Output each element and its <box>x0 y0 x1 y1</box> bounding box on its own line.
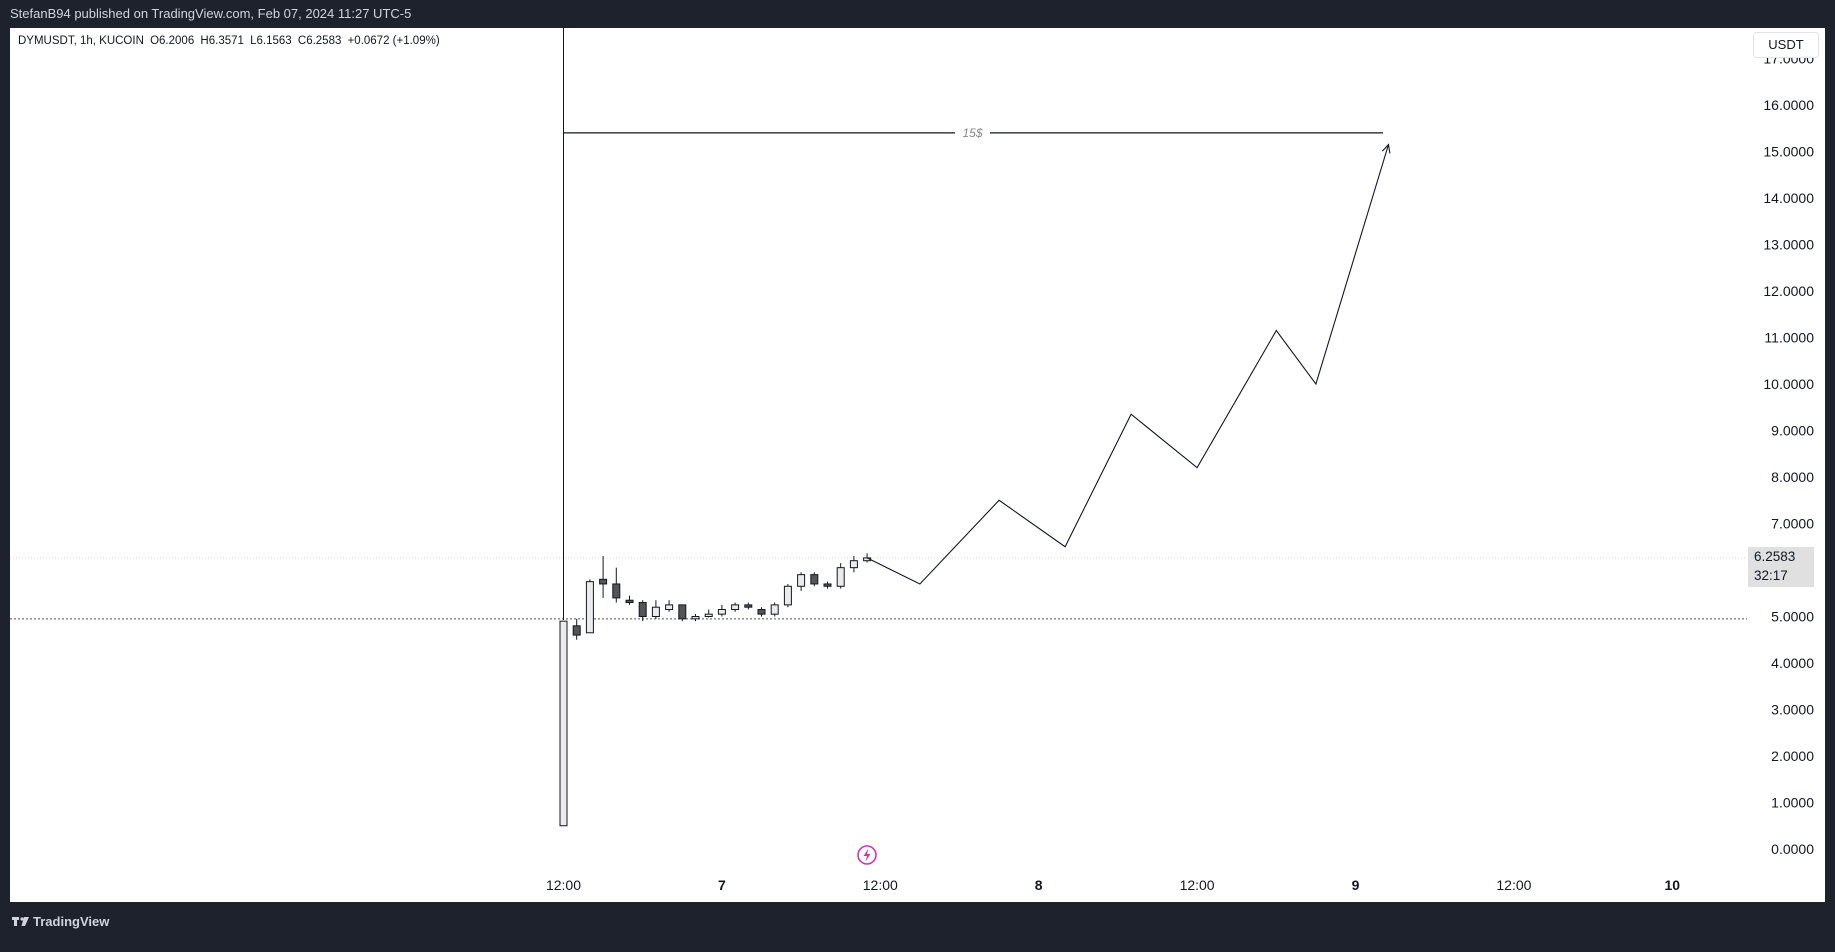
candle-body <box>612 583 621 599</box>
legend-change: +0.0672 (+1.09%) <box>347 35 440 47</box>
legend-symbol[interactable]: DYMUSDT, 1h, KUCOIN <box>18 35 144 47</box>
candle-body <box>744 604 753 608</box>
publish-header-text: StefanB94 published on TradingView.com, … <box>10 6 412 21</box>
target-label: 15$ <box>962 126 982 140</box>
y-tick-label: 8.0000 <box>1771 469 1814 485</box>
bar-countdown: 32:17 <box>1754 568 1788 583</box>
x-tick-label: 8 <box>1035 877 1043 893</box>
y-tick-label: 13.0000 <box>1763 237 1814 253</box>
y-tick-label: 11.0000 <box>1764 330 1814 346</box>
last-price-tag: 6.2583 32:17 <box>1748 547 1814 587</box>
y-tick-label: 0.0000 <box>1771 841 1814 857</box>
candle-body <box>599 578 608 585</box>
x-tick-label: 7 <box>718 877 726 893</box>
x-tick-label: 12:00 <box>1180 877 1215 893</box>
y-tick-label: 7.0000 <box>1771 516 1814 532</box>
candle-body <box>717 609 726 615</box>
candle-body <box>691 616 700 620</box>
y-tick-label: 16.0000 <box>1763 97 1814 113</box>
y-tick-label: 4.0000 <box>1771 655 1814 671</box>
legend-low: L6.1563 <box>250 35 292 47</box>
x-tick-label: 12:00 <box>1496 877 1531 893</box>
last-price-value: 6.2583 <box>1754 549 1796 564</box>
candle-body <box>704 613 713 617</box>
y-tick-label: 15.0000 <box>1763 144 1814 160</box>
y-tick-label: 14.0000 <box>1763 190 1814 206</box>
publish-header: StefanB94 published on TradingView.com, … <box>0 0 1835 28</box>
candle-body <box>783 585 792 606</box>
legend-high: H6.3571 <box>200 35 244 47</box>
footer-brand[interactable]: TradingView <box>33 914 110 929</box>
candle-body <box>638 602 647 617</box>
y-tick-label: 3.0000 <box>1771 702 1814 718</box>
candle-body <box>757 609 766 615</box>
tradingview-logo-icon[interactable] <box>12 904 30 952</box>
candle-body <box>572 625 581 636</box>
symbol-legend: DYMUSDT, 1h, KUCOIN O6.2006 H6.3571 L6.1… <box>18 35 443 47</box>
y-tick-label: 5.0000 <box>1771 609 1814 625</box>
x-tick-label: 9 <box>1352 877 1360 893</box>
candle-body <box>849 560 858 569</box>
x-tick-label: 10 <box>1665 877 1681 893</box>
candle-body <box>810 574 819 585</box>
legend-open: O6.2006 <box>150 35 195 47</box>
y-tick-label: 9.0000 <box>1771 423 1814 439</box>
footer-bar: TradingView <box>0 904 1835 939</box>
candle-body <box>731 604 740 611</box>
candle-body <box>797 574 806 587</box>
candle-body <box>585 581 594 634</box>
candle-body <box>836 567 845 587</box>
candle-body <box>678 604 687 620</box>
candle-body <box>665 604 674 611</box>
y-tick-label: 2.0000 <box>1771 748 1814 764</box>
y-tick-label: 1.0000 <box>1771 795 1814 811</box>
lightning-icon[interactable] <box>856 844 878 866</box>
candle-body <box>625 599 634 604</box>
candle-body <box>823 583 832 587</box>
x-tick-label: 12:00 <box>546 877 581 893</box>
x-tick-label: 12:00 <box>863 877 898 893</box>
y-tick-label: 10.0000 <box>1763 376 1814 392</box>
chart-frame[interactable] <box>10 28 1825 902</box>
projection-path <box>866 144 1390 585</box>
y-tick-label: 12.0000 <box>1763 283 1814 299</box>
projection-arrowhead <box>1381 143 1391 154</box>
candle-body <box>651 606 660 618</box>
candle-body <box>770 604 779 615</box>
legend-close: C6.2583 <box>297 35 342 47</box>
currency-button[interactable]: USDT <box>1753 32 1819 58</box>
candle-body <box>559 620 568 827</box>
